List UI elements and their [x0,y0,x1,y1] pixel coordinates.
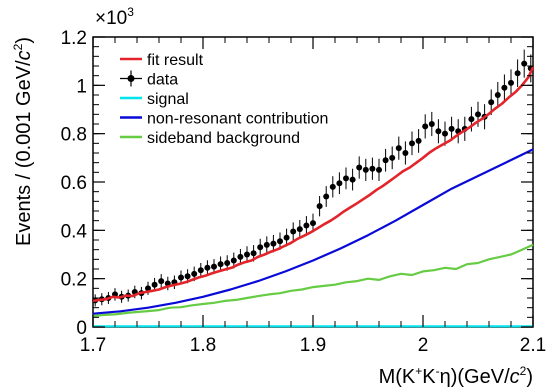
data-point [178,274,184,281]
tick-labels: 1.7 1.8 1.9 2 2.1 0 0.2 0.4 0.6 0.8 1 1.2 [61,28,547,356]
data-point [395,145,402,152]
data-point [336,180,343,187]
data-point [521,60,528,67]
data-point [488,99,495,106]
data-point [270,240,277,247]
data-point [415,137,422,144]
axis-ticks [92,36,534,328]
data-point [310,220,316,227]
y-tick-label: 0 [76,318,87,339]
data-point [184,273,191,280]
data-point [349,176,356,183]
data-point [191,270,198,277]
data-point [283,234,290,241]
data-point [422,123,429,130]
data-point [343,175,349,182]
data-point [151,281,158,288]
fit-series [92,66,535,303]
data-point [362,166,369,173]
x-tick-label: 2 [418,335,429,356]
x-tick-label: 1.9 [300,335,326,356]
data-point [514,70,521,77]
legend-label-nonres: non-resonant contribution [147,111,328,128]
data-point [494,92,501,98]
fit-line [92,66,535,303]
data-point [389,154,396,161]
data-point [296,226,303,233]
legend-label-data: data [147,72,178,89]
sideband-line [92,243,534,318]
data-point [230,257,237,264]
data-point [303,222,310,229]
data-point [409,140,415,147]
data-point [501,84,508,91]
legend: fit result data signal non-resonant contrib… [120,52,328,147]
y-multiplier: ×103 [95,5,134,29]
data-point [316,203,323,210]
y-tick-label: 0.6 [61,173,87,194]
data-point [145,285,151,292]
data-point [435,128,442,135]
y-tick-label: 0.8 [61,125,87,146]
data-point [468,116,475,123]
nonresonant-series [92,148,534,315]
data-point [217,261,224,268]
data-point [211,263,217,270]
legend-data-marker [127,75,135,82]
x-tick-label: 1.7 [80,335,106,356]
legend-label-sideband: sideband background [147,130,300,147]
data-point [448,125,455,132]
data-point [197,267,204,274]
data-point [277,238,283,245]
nonresonant-line [92,148,534,315]
data-point [382,157,389,164]
data-point [475,111,481,118]
data-point [224,259,231,266]
legend-label-signal: signal [147,91,189,108]
legend-label-fit: fit result [147,52,204,69]
data-point [204,264,211,271]
x-axis-title: M(K+K-η)(GeV/c2) [379,364,533,388]
data-point [244,251,250,258]
x-tick-label: 2.1 [520,335,546,356]
y-tick-label: 0.2 [61,270,87,291]
data-point [250,250,257,257]
data-point [508,79,514,86]
data-point [323,193,330,200]
data-point [442,130,448,137]
y-tick-label: 0.4 [61,221,88,242]
data-point [329,183,336,190]
data-point [369,165,376,172]
data-point [237,253,244,260]
data-point [428,121,435,127]
data-point [402,150,409,156]
data-point [290,228,297,235]
data-point [257,244,264,251]
y-tick-label: 1 [76,76,87,97]
y-axis-title-text: Events / (0.001 GeV/c2) [11,37,35,246]
sideband-series [92,243,534,318]
data-point [263,241,270,248]
data-point [376,166,382,173]
x-tick-label: 1.8 [190,335,216,356]
data-point [356,164,363,171]
y-tick-label: 1.2 [61,28,87,49]
data-point [158,278,165,285]
